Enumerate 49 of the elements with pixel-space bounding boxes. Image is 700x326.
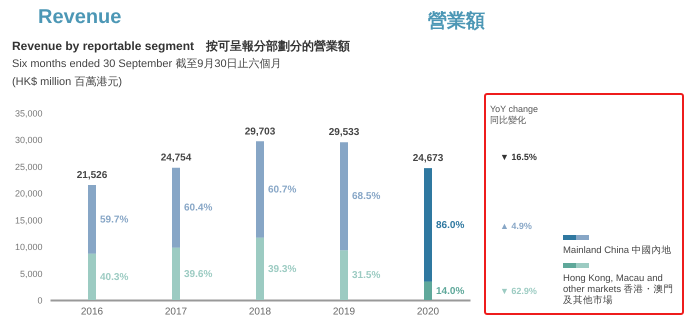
chart-title: Revenue [38, 6, 122, 29]
bar [88, 184, 96, 254]
y-tick-label: 35,000 [14, 108, 42, 118]
y-tick-label: 30,000 [14, 135, 42, 146]
bar [88, 254, 96, 300]
total-label: 24,754 [160, 152, 192, 164]
bar [256, 238, 264, 300]
annotation: 86.0% [436, 220, 464, 231]
annotation: 60.4% [184, 202, 212, 214]
chart-subtitle: Revenue by reportable segment 按可呈報分部劃分的營業額 [12, 38, 350, 55]
x-tick-label: 2017 [164, 306, 188, 318]
annotation: 60.7% [268, 184, 296, 196]
bar [172, 248, 180, 300]
total-label: 29,533 [328, 127, 360, 138]
annotation: 40.3% [100, 272, 128, 283]
annotation: 39.3% [268, 264, 296, 275]
bar [172, 168, 180, 248]
text: YoY change 同比變化 [490, 104, 538, 126]
annotation: 14.0% [436, 286, 464, 297]
total-label: 21,526 [76, 170, 108, 181]
y-tick-label: 15,000 [14, 215, 42, 226]
total-label: 29,703 [244, 126, 276, 138]
bar [256, 141, 264, 238]
bar [340, 142, 348, 250]
text: ▼ 16.5% [500, 152, 537, 162]
x-tick-label: 2019 [332, 306, 356, 318]
legend-label: Mainland China 中國內地 [563, 245, 673, 256]
text: (HK$ million 百萬港元) [12, 75, 122, 89]
annotation: 68.5% [352, 191, 380, 202]
y-tick-label: 0 [37, 296, 42, 306]
x-tick-label: 2020 [416, 306, 440, 318]
total-label: 24,673 [412, 153, 444, 164]
annotation: 59.7% [100, 214, 128, 226]
bar [424, 282, 432, 300]
bar [424, 168, 432, 282]
annotation: 39.6% [184, 268, 212, 280]
legend-label: Hong Kong, Macau and other markets 香港・澳門及其他市場 [563, 273, 675, 306]
text: ▼ 62.9% [500, 286, 537, 296]
x-tick-label: 2018 [248, 306, 272, 318]
y-tick-label: 5,000 [20, 268, 42, 279]
y-tick-label: 25,000 [14, 162, 42, 172]
y-tick-label: 20,000 [14, 188, 42, 199]
text: Six months ended 30 September 截至9月30日止六個月 [12, 56, 282, 71]
bar [340, 250, 348, 300]
x-tick-label: 2016 [80, 306, 104, 318]
text: ▲ 4.9% [500, 221, 532, 231]
annotation: 31.5% [352, 270, 380, 282]
y-tick-label: 10,000 [14, 242, 42, 252]
text: 營業額 [428, 10, 485, 34]
